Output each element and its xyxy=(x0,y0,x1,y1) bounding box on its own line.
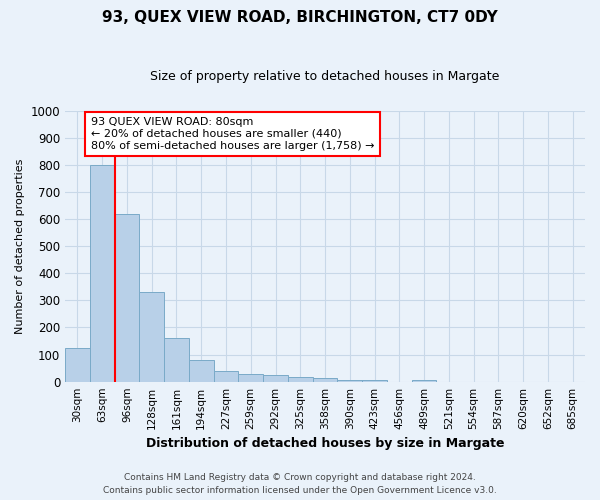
Bar xyxy=(214,371,238,382)
Bar xyxy=(115,214,139,382)
Bar xyxy=(263,375,288,382)
Y-axis label: Number of detached properties: Number of detached properties xyxy=(15,158,25,334)
Text: 93, QUEX VIEW ROAD, BIRCHINGTON, CT7 0DY: 93, QUEX VIEW ROAD, BIRCHINGTON, CT7 0DY xyxy=(102,10,498,25)
X-axis label: Distribution of detached houses by size in Margate: Distribution of detached houses by size … xyxy=(146,437,504,450)
Bar xyxy=(139,292,164,382)
Bar xyxy=(288,377,313,382)
Bar xyxy=(412,380,436,382)
Text: 93 QUEX VIEW ROAD: 80sqm
← 20% of detached houses are smaller (440)
80% of semi-: 93 QUEX VIEW ROAD: 80sqm ← 20% of detach… xyxy=(91,118,374,150)
Bar xyxy=(189,360,214,382)
Bar xyxy=(65,348,90,382)
Title: Size of property relative to detached houses in Margate: Size of property relative to detached ho… xyxy=(151,70,500,83)
Bar xyxy=(238,374,263,382)
Bar xyxy=(164,338,189,382)
Bar xyxy=(313,378,337,382)
Text: Contains HM Land Registry data © Crown copyright and database right 2024.
Contai: Contains HM Land Registry data © Crown c… xyxy=(103,474,497,495)
Bar xyxy=(337,380,362,382)
Bar xyxy=(90,165,115,382)
Bar xyxy=(362,380,387,382)
